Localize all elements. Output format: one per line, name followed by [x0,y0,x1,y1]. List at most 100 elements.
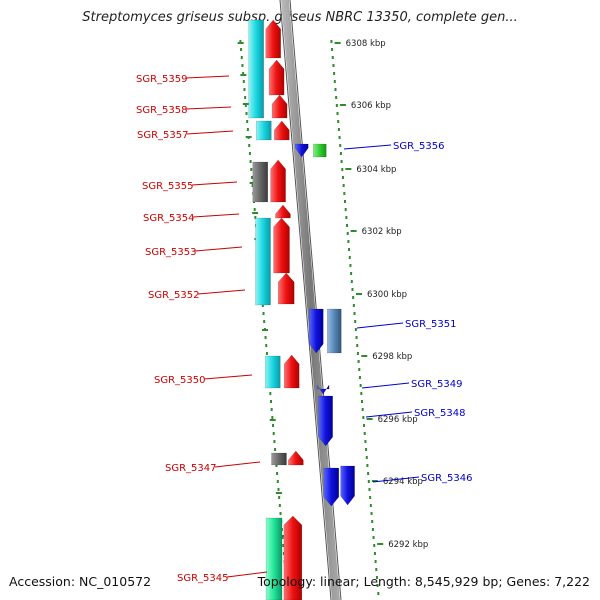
guide-dot [352,296,355,299]
guide-dot [345,216,348,219]
gene-feature-reverse[interactable] [340,465,355,506]
gene-feature-forward[interactable] [274,120,290,141]
gene-label-right[interactable]: SGR_5349 [411,379,463,390]
gene-feature-gray[interactable] [252,161,269,203]
guide-dot [350,280,353,283]
guide-dot [337,120,340,123]
minor-tick [269,419,276,421]
guide-dot [371,528,374,531]
guide-dot [333,72,336,75]
guide-dot [343,192,346,195]
guide-dot [372,536,375,539]
gene-feature-forward[interactable] [270,159,286,203]
guide-dot [347,240,350,243]
minor-tick [279,535,286,537]
guide-dot [253,208,256,211]
gene-feature-reverse[interactable] [294,143,309,158]
scale-ticks: 6308 kbp 6306 kbp 6304 kbp 6302 kbp 6300 kbp… [237,39,428,550]
map-title: Streptomyces griseus subsp. griseus NBRC… [82,10,518,25]
gene-label-left[interactable]: SGR_5353 [145,247,197,258]
guide-dot [277,488,280,491]
guide-dot [369,496,372,499]
gene-feature-cyan[interactable] [248,19,264,119]
minor-tick [252,212,259,214]
gene-label-right[interactable]: SGR_5351 [405,319,457,330]
leader-line [214,461,261,468]
guide-dot [245,112,248,115]
guide-dot [342,184,345,187]
gene-label-left[interactable]: SGR_5350 [154,375,206,386]
guide-dot [338,136,341,139]
guide-dot [270,408,273,411]
gene-feature-reverse[interactable] [309,308,324,354]
gene-feature-forward[interactable] [277,272,295,305]
tick-label: 6294 kbp [383,477,423,487]
guide-dot [370,512,373,515]
guide-dot [264,336,267,339]
gene-feature-forward[interactable] [273,217,290,274]
gene-feature-steel[interactable] [327,308,342,354]
gene-feature-reverse[interactable] [316,384,330,395]
guide-dot [240,48,243,51]
guide-dot [375,568,378,571]
gene-feature-gray[interactable] [271,452,287,466]
tick-mark [377,543,384,545]
accession-text: Accession: NC_010572 [9,574,152,589]
guide-dot [358,376,361,379]
tick-mark [355,293,362,295]
minor-tick [240,74,247,76]
gene-label-left[interactable]: SGR_5355 [142,181,194,192]
guide-dot [278,496,281,499]
guide-dot [265,344,268,347]
topology-text: Topology: linear; Length: 8,545,929 bp; … [257,574,590,589]
gene-label-left[interactable]: SGR_5352 [148,290,200,301]
gene-feature-cyan[interactable] [265,355,281,389]
guide-dot [341,168,344,171]
gene-label-right[interactable]: SGR_5356 [393,141,445,152]
guide-dot [249,160,252,163]
gene-feature-mint[interactable] [265,517,283,600]
guide-dot [362,416,365,419]
guide-dot [344,208,347,211]
gene-features[interactable] [248,19,355,600]
guide-dot [361,408,364,411]
gene-labels[interactable]: SGR_5359 SGR_5358 SGR_5357 SGR_5355 SGR_5354… [136,74,473,584]
gene-feature-cyan[interactable] [255,217,271,306]
gene-label-left[interactable]: SGR_5354 [143,213,195,224]
leader-line [192,213,240,218]
gene-feature-cyan[interactable] [256,120,272,141]
gene-feature-forward[interactable] [265,19,281,59]
leader-line [343,144,392,150]
dotted-guide-right [330,40,380,595]
guide-dot [350,272,353,275]
gene-feature-forward[interactable] [288,450,304,466]
gene-feature-forward[interactable] [268,59,285,96]
guide-dot [334,88,337,91]
guide-dot [367,480,370,483]
guide-dot [364,440,367,443]
guide-dot [335,104,338,107]
guide-dot [276,480,279,483]
minor-tick [242,103,249,105]
gene-label-right[interactable]: SGR_5348 [414,408,466,419]
gene-feature-reverse[interactable] [323,467,340,507]
gene-feature-forward[interactable] [283,354,300,389]
gene-feature-green[interactable] [312,143,327,158]
gene-label-left[interactable]: SGR_5345 [177,573,229,584]
gene-label-left[interactable]: SGR_5357 [137,130,189,141]
gene-feature-reverse[interactable] [318,395,333,447]
tick-label: 6302 kbp [362,227,402,237]
gene-label-right[interactable]: SGR_5346 [421,473,473,484]
guide-dot [254,216,257,219]
gene-feature-forward[interactable] [271,94,288,119]
guide-dot [250,176,253,179]
gene-label-left[interactable]: SGR_5347 [165,463,217,474]
tick-mark [334,42,341,44]
gene-feature-forward[interactable] [275,204,291,219]
guide-dot [356,352,359,355]
guide-dot [242,72,245,75]
gene-label-left[interactable]: SGR_5359 [136,74,188,85]
gene-label-left[interactable]: SGR_5358 [136,105,188,116]
gene-feature-forward[interactable] [283,515,303,600]
